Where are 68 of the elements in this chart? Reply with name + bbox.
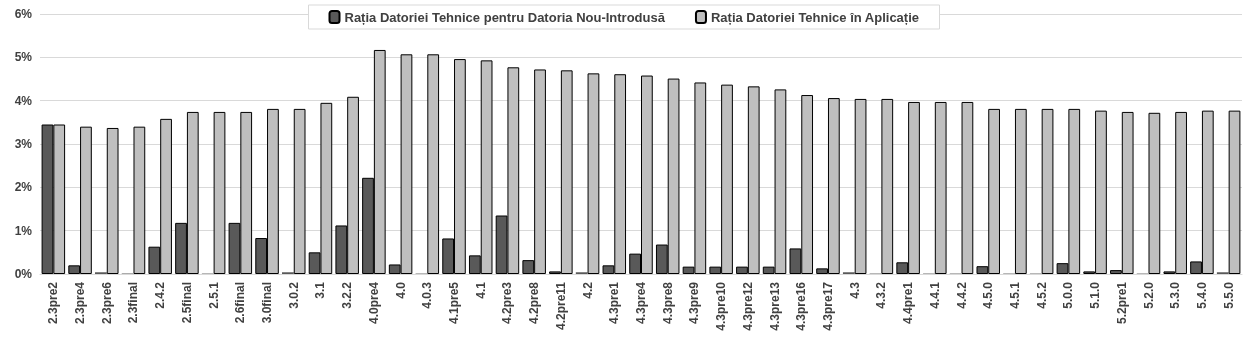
x-tick-label: 4.3pre10	[714, 281, 729, 331]
y-tick-label: 6%	[14, 7, 33, 21]
bar	[934, 101, 947, 274]
x-tick-label: 4.3pre16	[794, 281, 809, 331]
y-tick-label: 1%	[14, 223, 33, 238]
bar	[1228, 110, 1241, 274]
x-tick-label: 4.3pre13	[767, 281, 782, 331]
x-tick-label: 2.3pre2	[46, 281, 61, 325]
x-tick-label: 4.3pre9	[687, 281, 702, 325]
x-tick-label: 5.3.0	[1168, 281, 1183, 309]
y-tick-label: 2%	[14, 180, 33, 195]
x-tick-label: 5.4.0	[1194, 281, 1209, 309]
y-tick-label: 4%	[14, 93, 33, 108]
x-tick-label: 3.0.2	[286, 281, 301, 309]
x-tick-label: 4.0pre4	[366, 281, 381, 325]
x-tick-label: 3.2.2	[340, 281, 355, 309]
x-tick-label: 4.4.1	[927, 281, 942, 309]
bar	[106, 127, 119, 274]
x-tick-label: 2.3pre4	[73, 281, 88, 325]
x-tick-label: 4.1	[473, 281, 488, 299]
x-tick-label: 4.3	[847, 281, 862, 299]
x-tick-label: 5.2pre1	[1114, 281, 1129, 325]
x-tick-label: 2.5final	[179, 282, 194, 324]
x-tick-label: 4.0	[393, 281, 408, 299]
x-tick-label: 4.3pre17	[820, 281, 835, 331]
x-tick-label: 5.5.0	[1221, 281, 1236, 309]
x-tick-label: 4.3pre12	[740, 281, 755, 331]
x-tick-label: 4.5.1	[1007, 281, 1022, 309]
bar	[881, 98, 894, 274]
x-tick-label: 3.0final	[260, 282, 275, 324]
x-tick-label: 3.1	[313, 281, 328, 299]
x-tick-label: 2.5.1	[206, 281, 221, 309]
bar	[213, 111, 226, 274]
x-tick-label: 2.6final	[233, 282, 248, 324]
x-tick-label: 4.2	[580, 281, 595, 299]
x-tick-label: 4.2pre8	[527, 281, 542, 325]
y-tick-label: 0%	[14, 267, 33, 281]
bar	[961, 101, 974, 274]
x-tick-label: 4.2pre11	[553, 281, 568, 331]
x-tick-label: 5.1.0	[1088, 281, 1103, 309]
x-tick-label: 4.1pre5	[447, 281, 462, 325]
bar	[854, 98, 867, 274]
legend-label: Rația Datoriei Tehnice în Aplicație	[710, 9, 920, 25]
bar	[1014, 108, 1027, 274]
x-tick-label: 4.4pre1	[901, 281, 916, 325]
y-tick-label: 5%	[14, 50, 33, 65]
bar	[587, 73, 600, 274]
bar	[1041, 108, 1054, 274]
x-tick-label: 4.3pre8	[660, 281, 675, 325]
x-tick-label: 2.3final	[126, 282, 141, 324]
x-tick-label: 2.4.2	[153, 281, 168, 309]
x-tick-label: 5.0.0	[1061, 281, 1076, 309]
bar	[1148, 112, 1161, 274]
y-tick-label: 3%	[14, 137, 33, 151]
bar	[427, 54, 440, 274]
x-tick-label: 4.5.2	[1034, 281, 1049, 309]
x-tick-label: 4.3pre4	[634, 281, 648, 325]
bar	[133, 126, 146, 274]
x-tick-label: 4.3pre1	[607, 281, 622, 325]
x-tick-label: 4.4.2	[954, 281, 969, 309]
bar	[293, 108, 306, 274]
x-tick-label: 4.5.0	[981, 281, 996, 309]
x-tick-label: 4.2pre3	[500, 281, 515, 325]
x-tick-label: 2.3pre6	[99, 281, 114, 325]
x-tick-label: 5.2.0	[1141, 281, 1156, 309]
x-tick-label: 4.0.3	[420, 281, 435, 309]
x-tick-label: 4.3.2	[874, 281, 889, 309]
legend-label: Rația Datoriei Tehnice pentru Datoria Nou-Introdusă	[344, 9, 666, 25]
